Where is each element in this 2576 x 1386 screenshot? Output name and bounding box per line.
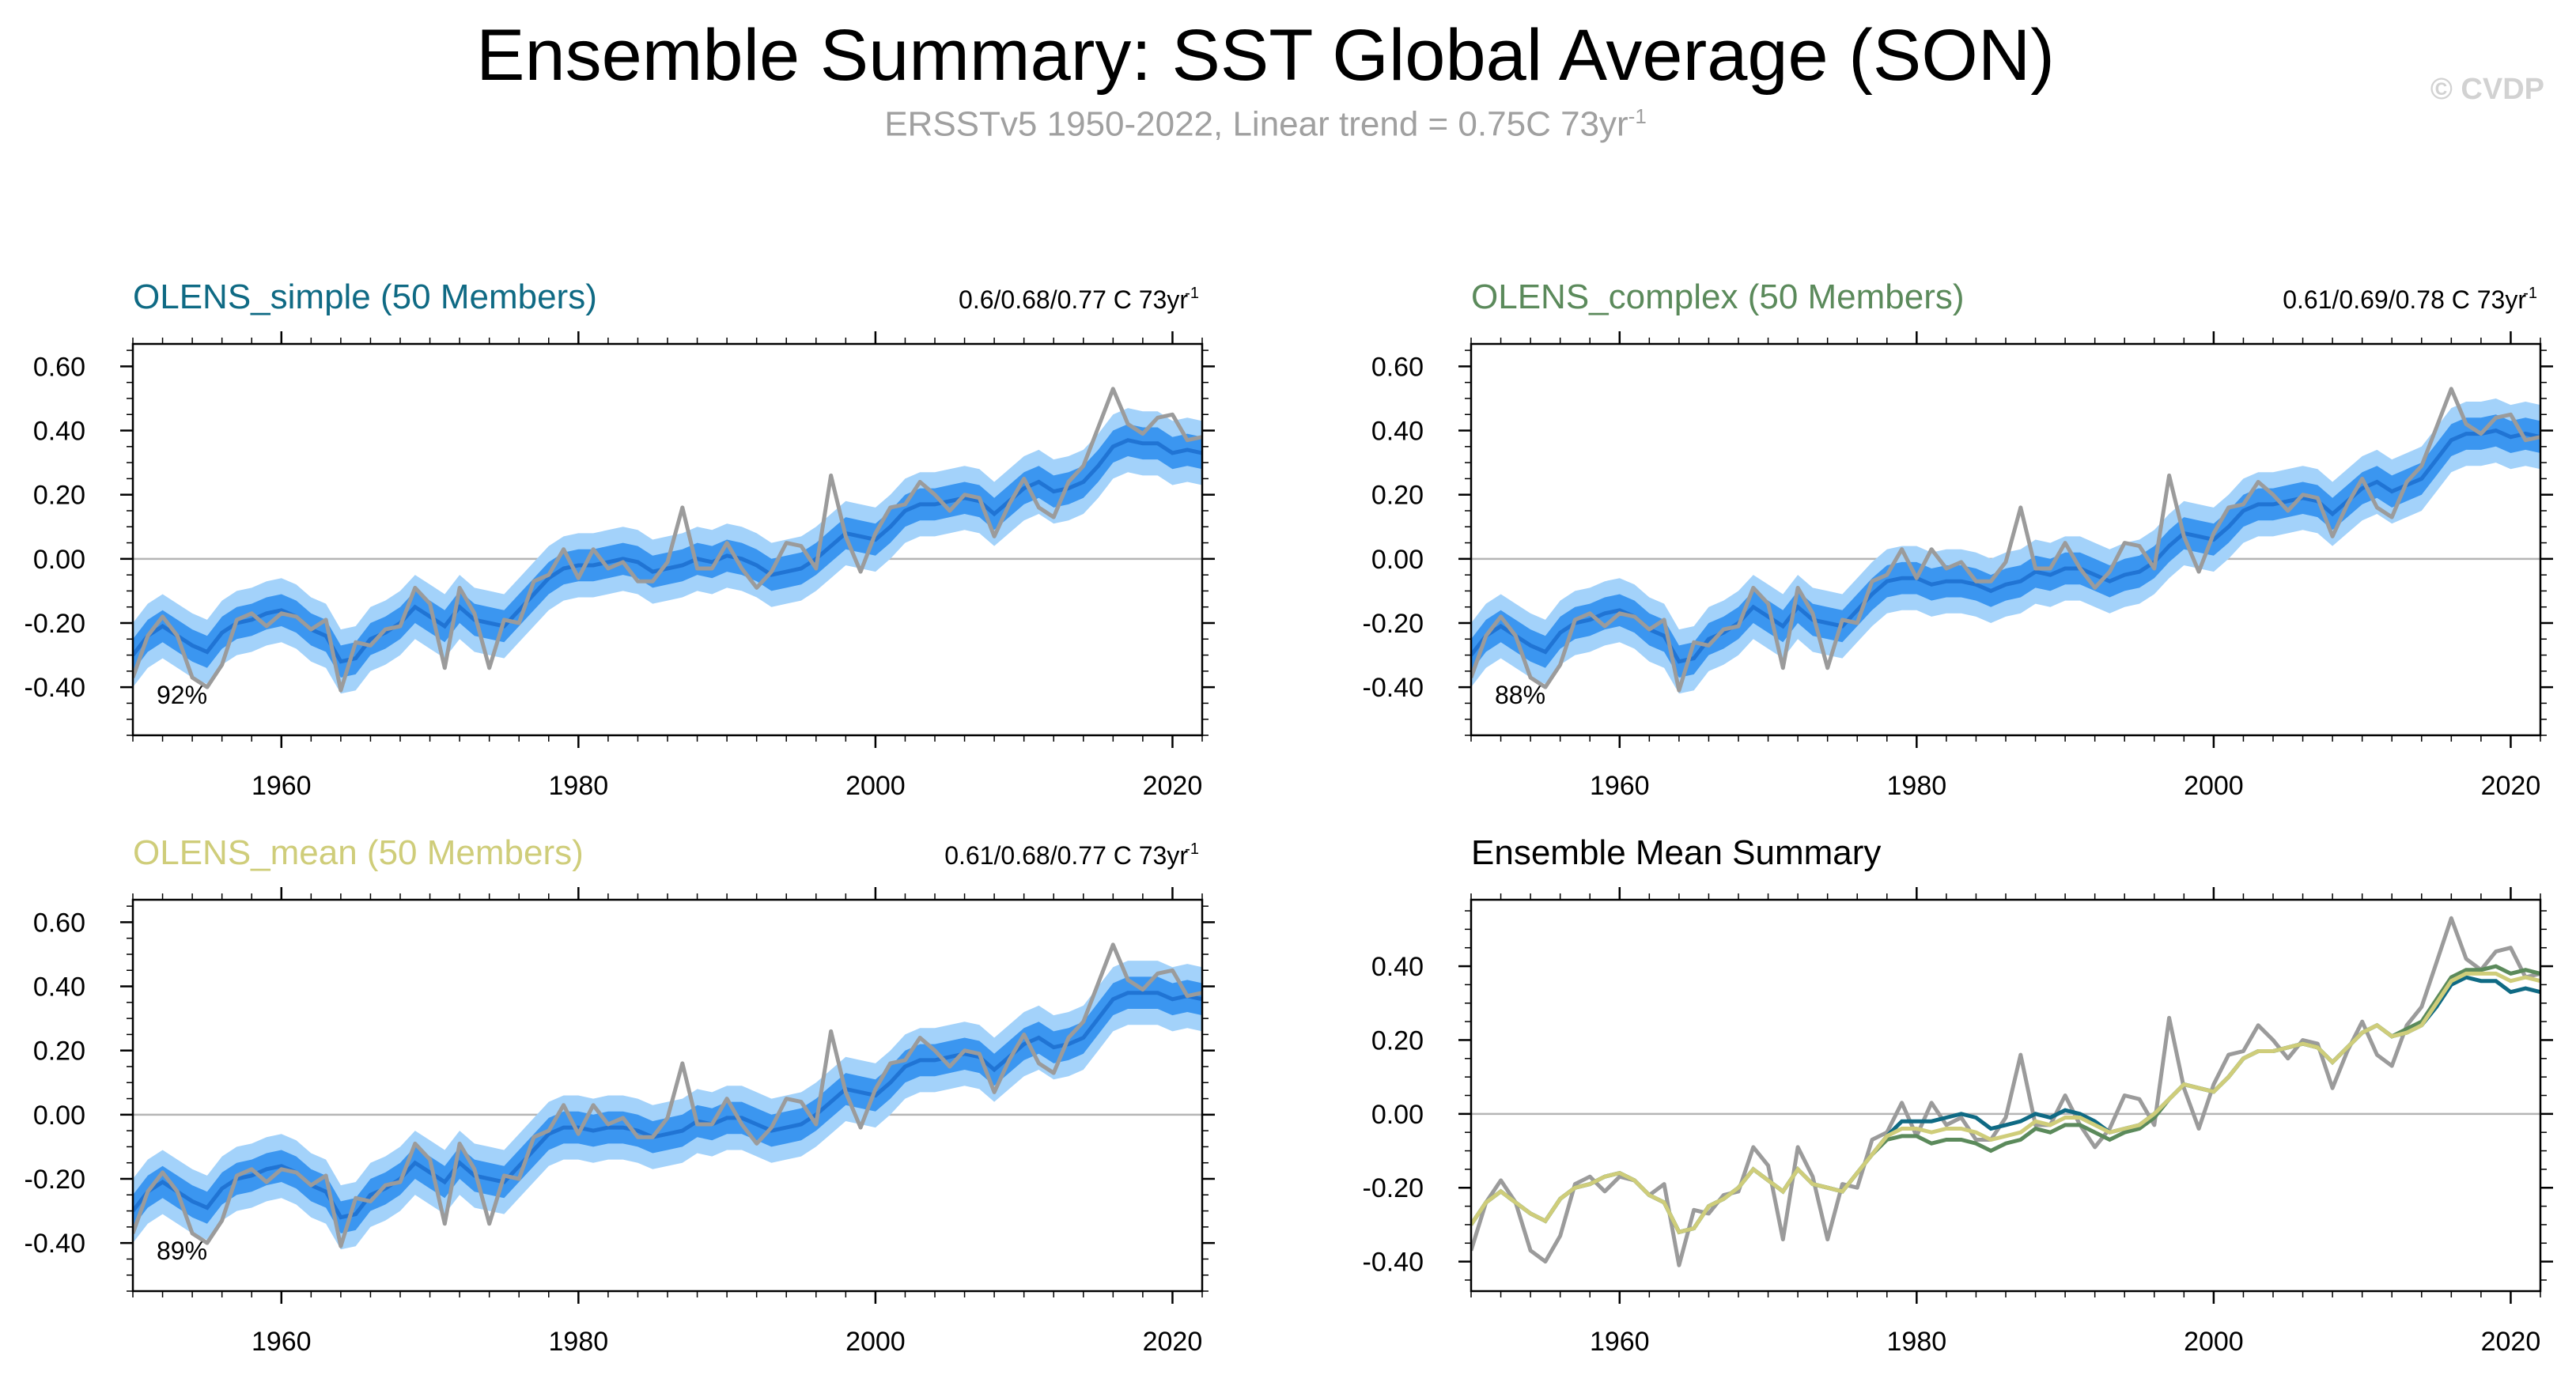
subtitle-text: ERSSTv5 1950-2022, Linear trend = 0.75C … [884,104,1628,144]
y-tick-label: 0.20 [1371,481,1424,511]
x-tick-label: 1960 [1590,771,1650,801]
observed-line [1471,387,2540,693]
x-tick-label: 2020 [1143,1327,1203,1357]
y-tick-label: -0.40 [1363,1248,1424,1278]
mean-mean-line [1471,971,2540,1235]
y-tick-label: 0.20 [1371,1025,1424,1056]
copyright-mark: © CVDP [2430,73,2544,106]
plot-area [133,387,1202,694]
y-tick-label: 0.00 [33,1101,85,1131]
y-tick-label: 0.60 [33,352,85,382]
x-tick-label: 1980 [549,1327,609,1357]
panel-2: OLENS_complex (50 Members) 0.61/0.69/0.78… [1363,278,2553,801]
plot-area [133,942,1202,1250]
trend-label: 0.6/0.68/0.77 C 73yr [959,285,1188,314]
trend-exponent: -1 [2523,285,2537,302]
x-tick-label: 2020 [2481,771,2541,801]
x-tick-label: 1960 [252,1327,312,1357]
y-tick-label: 0.40 [1371,952,1424,982]
ensemble-range-band [133,961,1202,1250]
observed-line [133,387,1202,693]
x-tick-label: 1960 [1590,1327,1650,1357]
panel-title: Ensemble Mean Summary [1471,833,1881,872]
y-tick-label: 0.00 [33,545,85,575]
y-tick-label: 0.20 [33,481,85,511]
trend-exponent: -1 [1185,285,1199,302]
trend-label: 0.61/0.68/0.77 C 73yr [944,841,1188,870]
y-tick-label: -0.20 [1363,1173,1424,1203]
panel-1: OLENS_simple (50 Members) 0.6/0.68/0.77 C… [25,278,1215,801]
ensemble-range-band [133,408,1202,694]
y-tick-label: 0.40 [1371,417,1424,447]
observed-line [1471,916,2540,1267]
page-title: Ensemble Summary: SST Global Average (SO… [476,15,2055,96]
page-subtitle: ERSSTv5 1950-2022, Linear trend = 0.75C … [0,104,2531,145]
y-tick-label: -0.20 [1363,609,1424,639]
x-tick-label: 1980 [549,771,609,801]
x-tick-label: 2020 [2481,1327,2541,1357]
plot-frame [1470,342,2542,737]
subtitle-exponent: -1 [1628,104,1647,128]
panel-3: OLENS_mean (50 Members) 0.61/0.68/0.77 C … [25,833,1215,1357]
y-tick-label: -0.20 [25,609,86,639]
ensemble-iqr-band [1471,414,2540,678]
y-tick-label: 0.00 [1371,1100,1424,1130]
simple-mean-line [1471,975,2540,1235]
ensemble-iqr-band [133,424,1202,678]
panel-title: OLENS_complex (50 Members) [1471,278,1965,316]
observed-line [133,942,1202,1248]
percent-label: 92% [157,681,207,709]
panel-title: OLENS_simple (50 Members) [133,278,597,316]
y-tick-label: 0.40 [33,417,85,447]
y-tick-label: 0.40 [33,972,85,1003]
percent-label: 88% [1495,681,1545,709]
x-tick-label: 2000 [845,771,906,801]
y-tick-label: -0.40 [25,673,86,703]
trend-label: 0.61/0.69/0.78 C 73yr [2283,285,2526,314]
x-tick-label: 2000 [2184,1327,2244,1357]
x-tick-label: 1980 [1887,771,1947,801]
complex-mean-line [1471,964,2540,1235]
plot-area [1471,916,2540,1267]
plot-frame [1470,898,2542,1293]
x-tick-label: 2000 [845,1327,906,1357]
panel-title: OLENS_mean (50 Members) [133,833,584,872]
y-tick-label: -0.20 [25,1165,86,1195]
y-tick-label: 0.60 [1371,352,1424,382]
y-tick-label: -0.40 [25,1229,86,1259]
ensemble-range-band [1471,398,2540,694]
y-tick-label: 0.20 [33,1037,85,1067]
x-tick-label: 1980 [1887,1327,1947,1357]
y-tick-label: 0.60 [33,908,85,938]
y-tick-label: 0.00 [1371,545,1424,575]
x-tick-label: 1960 [252,771,312,801]
plot-frame [131,898,1204,1293]
plot-area [1471,387,2540,694]
x-tick-label: 2000 [2184,771,2244,801]
trend-exponent: -1 [1185,840,1199,858]
percent-label: 89% [157,1237,207,1265]
panel-4: Ensemble Mean Summary 0.40 0.20 0.00 -0.20 -0… [1363,833,2553,1357]
y-tick-label: -0.40 [1363,673,1424,703]
x-tick-label: 2020 [1143,771,1203,801]
ensemble-iqr-band [133,976,1202,1233]
